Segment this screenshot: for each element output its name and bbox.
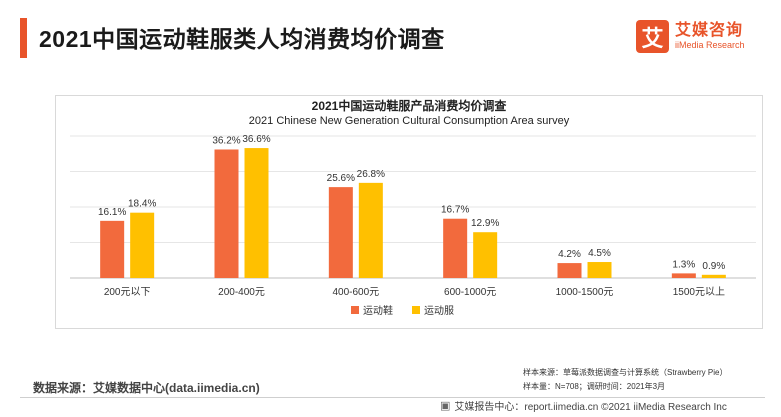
logo-en: iiMedia Research [675,40,745,50]
iimedia-logo: 艾 艾媒咨询 iiMedia Research [636,20,745,53]
x-tick-label: 1000-1500元 [556,287,614,298]
logo-text: 艾媒咨询 iiMedia Research [675,22,745,51]
bar-apparel [587,262,612,278]
bar-shoes [671,273,696,278]
x-tick-label: 600-1000元 [444,287,496,298]
data-label: 1.3% [672,259,695,270]
data-label: 36.6% [242,134,270,145]
data-label: 4.2% [558,249,581,260]
bar-apparel [473,232,498,278]
footer-text: 艾媒报告中心：report.iimedia.cn ©2021 iiMedia R… [454,402,727,413]
x-tick-label: 1500元以上 [673,286,725,298]
bar-apparel [358,182,383,278]
bar-apparel [244,148,269,278]
logo-mark-icon: 艾 [636,20,669,53]
data-label: 12.9% [471,218,499,229]
footer-divider [20,397,765,398]
bar-shoes [328,187,353,278]
page-title: 2021中国运动鞋服类人均消费均价调查 [39,26,445,52]
report-icon: ▣ [440,400,451,412]
legend-swatch [351,306,359,314]
logo-cn: 艾媒咨询 [675,22,744,39]
data-label: 16.1% [98,207,126,218]
bar-shoes [214,149,239,278]
chart-title: 2021中国运动鞋服产品消费均价调查 [312,98,508,113]
bar-chart: 2021中国运动鞋服产品消费均价调查 2021 Chinese New Gener… [70,98,756,317]
legend-label: 运动服 [424,305,454,317]
data-source: 数据来源：艾媒数据中心(data.iimedia.cn) [33,381,260,395]
chart-subtitle: 2021 Chinese New Generation Cultural Con… [249,115,570,127]
bar-shoes [443,218,468,278]
data-label: 25.6% [327,173,355,184]
data-label: 4.5% [588,248,611,259]
data-label: 16.7% [441,205,469,216]
bar-apparel [130,212,155,278]
data-label: 26.8% [357,169,385,180]
legend-swatch [412,306,420,314]
x-tick-label: 200元以下 [104,287,151,298]
footer: ▣ 艾媒报告中心：report.iimedia.cn ©2021 iiMedia… [440,398,727,413]
sample-size-note: 样本量：N=708；调研时间：2021年3月 [523,382,666,391]
title-accent-bar [20,18,27,58]
data-label: 0.9% [702,261,725,272]
bar-apparel [701,274,726,278]
chart-container: 2021中国运动鞋服产品消费均价调查 2021 Chinese New Gener… [55,95,763,329]
bar-shoes [100,220,125,278]
x-tick-label: 400-600元 [332,287,379,298]
bar-shoes [557,263,582,278]
data-label: 18.4% [128,199,156,210]
x-tick-label: 200-400元 [218,287,265,298]
data-label: 36.2% [212,135,240,146]
sample-source-note: 样本来源：草莓派数据调查与计算系统（Strawberry Pie） [523,368,728,377]
legend-label: 运动鞋 [363,304,393,317]
